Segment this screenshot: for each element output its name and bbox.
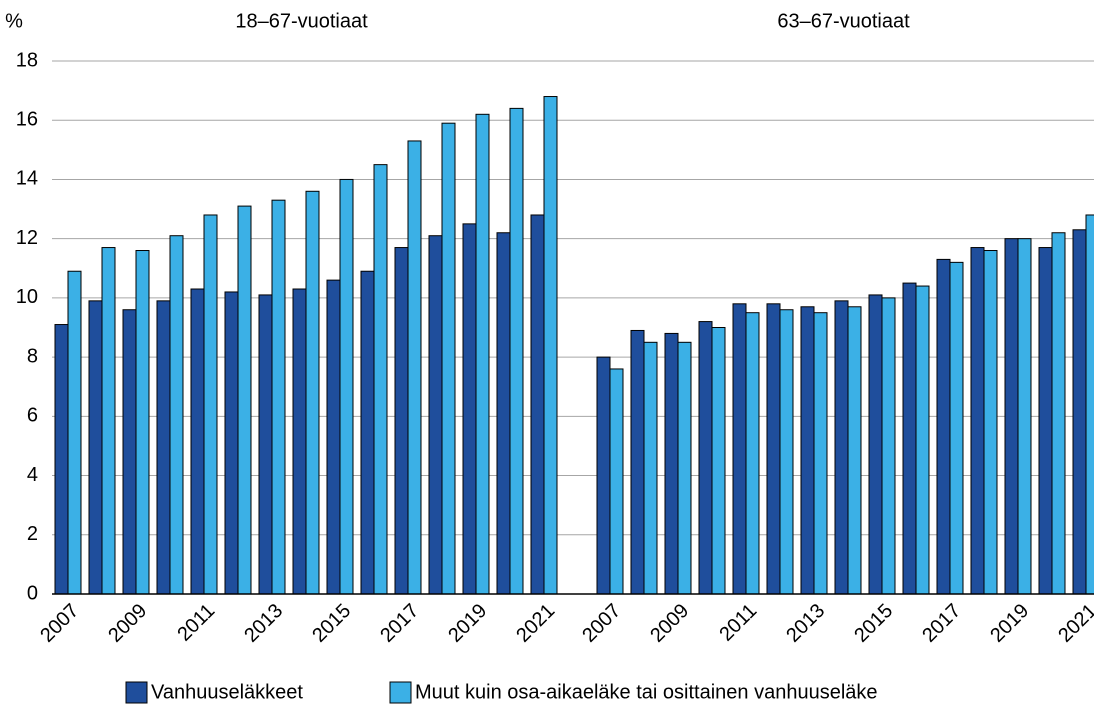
x-tick-label: 2011 [173,600,219,646]
bar [834,300,849,595]
bar [596,356,611,595]
bar [360,270,375,595]
bar [169,235,184,595]
bar [462,223,477,595]
x-tick-label: 2017 [376,600,423,647]
bar [800,306,815,595]
bar [868,294,883,595]
bar [326,279,341,595]
bar [711,327,726,595]
y-tick-label: 12 [16,227,38,249]
bar [237,205,252,595]
bar [67,270,82,595]
y-axis-label: % [5,10,23,32]
bar [543,96,558,595]
x-tick-label: 2019 [444,600,491,647]
bar [1085,214,1094,595]
bar [881,297,896,595]
bar [609,368,624,595]
bar [271,199,286,595]
panel-title: 63–67-vuotiaat [777,10,910,32]
x-tick-label: 2011 [715,600,761,646]
x-tick-label: 2021 [512,600,559,647]
bar [88,300,103,595]
legend-swatch [125,681,148,704]
x-tick-label: 2009 [646,600,693,647]
bar [530,214,545,595]
x-tick-label: 2021 [1054,600,1094,647]
bar [292,288,307,595]
bar [190,288,205,595]
bar [936,258,951,595]
x-tick-label: 2019 [986,600,1033,647]
x-tick-label: 2013 [782,600,829,647]
y-tick-label: 6 [27,405,38,427]
y-tick-label: 10 [16,286,38,308]
x-tick-label: 2007 [36,600,83,647]
bar [643,341,658,595]
x-tick-label: 2007 [578,600,625,647]
y-tick-label: 16 [16,109,38,131]
bar [664,332,679,595]
legend-label: Muut kuin osa-aikaeläke tai osittainen v… [415,681,878,703]
bar [745,312,760,595]
bar [441,122,456,595]
legend-label: Vanhuuseläkkeet [151,681,303,703]
bar [509,107,524,595]
panel-title: 18–67-vuotiaat [235,10,368,32]
bar [135,250,150,595]
bar [1017,238,1032,595]
bar [258,294,273,595]
y-tick-label: 2 [27,523,38,545]
bar [983,250,998,595]
bar [949,261,964,595]
x-tick-label: 2015 [308,600,355,647]
bar [766,303,781,595]
y-tick-label: 0 [27,582,38,604]
bar [970,247,985,595]
x-tick-label: 2015 [850,600,897,647]
x-tick-label: 2013 [240,600,287,647]
bar [698,321,713,595]
bar [305,190,320,595]
legend-swatch [389,681,412,704]
x-tick-label: 2017 [918,600,965,647]
bar [54,324,69,595]
x-tick-label: 2009 [104,600,151,647]
bar [101,247,116,595]
bar [394,247,409,595]
bar [1038,247,1053,595]
bar [156,300,171,595]
bar [122,309,137,595]
y-tick-label: 4 [27,464,38,486]
bar [847,306,862,595]
bar [1072,229,1087,595]
bar [203,214,218,595]
y-tick-label: 14 [16,168,38,190]
bar [1004,238,1019,595]
bar [915,285,930,595]
bar [1051,232,1066,595]
bar [630,329,645,595]
bar [373,164,388,595]
bar [339,178,354,595]
bar [475,113,490,595]
bar [902,282,917,595]
bar [224,291,239,595]
y-tick-label: 18 [16,49,38,71]
bar [407,140,422,595]
bar [677,341,692,595]
bar [428,235,443,595]
bar [732,303,747,595]
bar [813,312,828,595]
bar [779,309,794,595]
y-tick-label: 8 [27,345,38,367]
bar [496,232,511,595]
